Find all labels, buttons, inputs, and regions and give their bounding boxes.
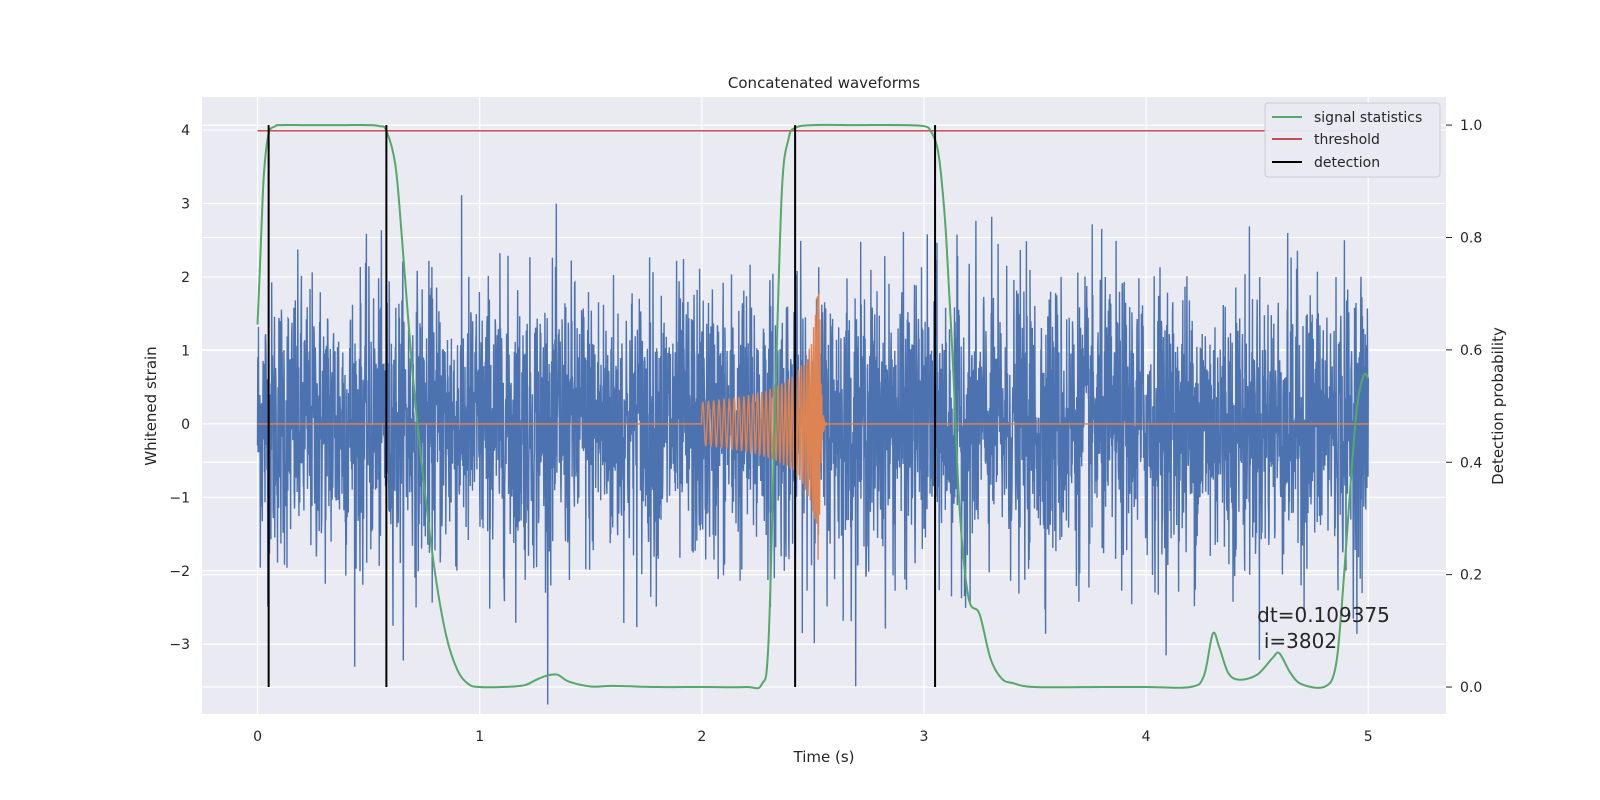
y-axis-right-label: Detection probability <box>1489 327 1507 485</box>
x-tick-label: 4 <box>1142 729 1151 745</box>
series-injected-waveform <box>257 293 1369 560</box>
y-right-tick-label: 0.4 <box>1460 455 1482 471</box>
y-tick-label: 4 <box>181 123 190 139</box>
x-axis: 0 1 2 3 4 5 <box>253 729 1373 745</box>
legend: signal statistics threshold detection <box>1264 102 1441 178</box>
y-tick-label: −3 <box>169 637 190 653</box>
x-tick-label: 0 <box>253 729 262 745</box>
y-right-tick-label: 1.0 <box>1460 118 1482 134</box>
y-tick-label: −1 <box>169 490 190 506</box>
x-tick-label: 3 <box>920 729 929 745</box>
legend-label-threshold: threshold <box>1314 132 1380 148</box>
x-axis-label: Time (s) <box>793 748 855 766</box>
legend-box <box>1264 102 1441 178</box>
x-tick-label: 5 <box>1364 729 1373 745</box>
chart-title: Concatenated waveforms <box>728 74 920 92</box>
y-tick-label: 3 <box>181 197 190 213</box>
legend-label-detection: detection <box>1314 155 1380 171</box>
plot-series <box>256 123 1370 705</box>
x-tick-label: 2 <box>697 729 706 745</box>
y-tick-label: 1 <box>181 343 190 359</box>
annotation-index: i=3802 <box>1264 629 1337 653</box>
annotation-dt: dt=0.109375 <box>1257 603 1390 627</box>
y-axis-label: Whitened strain <box>142 346 160 465</box>
y-right-tick-label: 0.0 <box>1460 680 1482 696</box>
legend-label-signal-statistics: signal statistics <box>1314 110 1422 126</box>
series-signal-statistics <box>256 123 1370 690</box>
y-right-tick-label: 0.6 <box>1460 343 1482 359</box>
y-right-tick-label: 0.8 <box>1460 230 1482 246</box>
x-tick-label: 1 <box>475 729 484 745</box>
y-right-tick-label: 0.2 <box>1460 568 1482 584</box>
y-tick-label: −2 <box>169 564 190 580</box>
y-axis-left: −3 −2 −1 0 1 2 3 4 <box>169 123 190 653</box>
y-tick-label: 2 <box>181 270 190 286</box>
y-axis-right: 0.0 0.2 0.4 0.6 0.8 1.0 <box>1446 118 1482 696</box>
y-tick-label: 0 <box>181 417 190 433</box>
